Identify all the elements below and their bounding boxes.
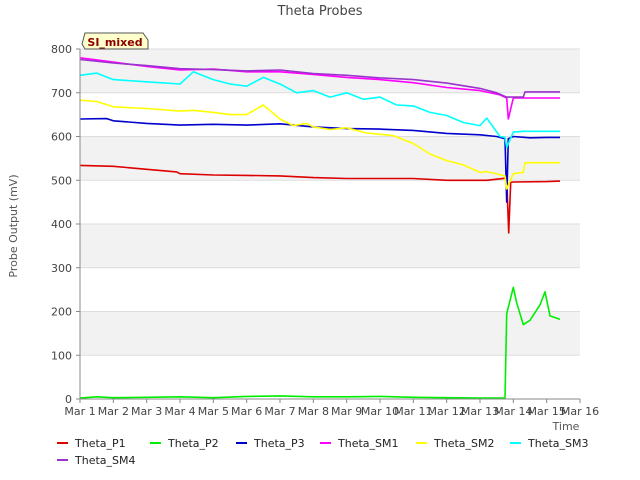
- x-tick-label: Mar 2: [98, 405, 129, 418]
- site-label: SI_mixed: [87, 36, 142, 49]
- x-tick-label: Mar 7: [264, 405, 295, 418]
- legend-label: Theta_P2: [167, 437, 219, 450]
- legend-label: Theta_P3: [253, 437, 305, 450]
- y-tick-label: 600: [51, 131, 72, 144]
- x-tick-label: Mar 1: [64, 405, 95, 418]
- series-line-theta-sm3: [79, 71, 560, 149]
- series-line-theta-sm1: [79, 57, 560, 120]
- x-axis-label: Time: [552, 420, 580, 433]
- y-tick-label: 300: [51, 262, 72, 275]
- x-tick-label: Mar 13: [461, 405, 499, 418]
- x-tick-label: Mar 16: [561, 405, 599, 418]
- plot-band: [80, 267, 580, 312]
- plot-band: [80, 180, 580, 224]
- y-tick-label: 200: [51, 306, 72, 319]
- y-tick-label: 400: [51, 218, 72, 231]
- plot-band: [80, 355, 580, 399]
- legend: Theta_P1 Theta_P2 Theta_P3 Theta_SM1 Theta_S…: [57, 437, 588, 467]
- x-tick-label: Mar 4: [164, 405, 195, 418]
- y-tick-label: 0: [65, 393, 72, 406]
- legend-label: Theta_P1: [74, 437, 126, 450]
- x-tick-label: Mar 15: [528, 405, 566, 418]
- x-tick-label: Mar 12: [428, 405, 466, 418]
- x-tick-label: Mar 10: [361, 405, 399, 418]
- x-tick-label: Mar 14: [494, 405, 532, 418]
- x-tick-label: Mar 5: [198, 405, 229, 418]
- y-tick-label: 700: [51, 87, 72, 100]
- chart-title: Theta Probes: [276, 4, 362, 19]
- series-line-theta-sm4: [79, 58, 560, 98]
- plot-band: [80, 136, 580, 181]
- x-tick-label: Mar 3: [131, 405, 162, 418]
- x-tick-label: Mar 9: [331, 405, 362, 418]
- plot-band: [80, 49, 580, 93]
- legend-label: Theta_SM3: [527, 437, 588, 450]
- legend-label: Theta_SM1: [337, 437, 398, 450]
- y-tick-label: 800: [51, 43, 72, 56]
- y-tick-label: 500: [51, 174, 72, 187]
- x-tick-label: Mar 11: [394, 405, 432, 418]
- series-line-theta-sm2: [79, 99, 560, 190]
- axes: 0 100 200 300 400 500 600 700 800 Mar 1 Mar 2 Mar 3…: [51, 43, 599, 418]
- plot-area: [80, 49, 580, 399]
- series-line-theta-p2: [79, 286, 561, 399]
- legend-label: Theta_SM4: [74, 454, 135, 467]
- legend-label: Theta_SM2: [433, 437, 494, 450]
- x-tick-label: Mar 6: [231, 405, 262, 418]
- series-group: [79, 57, 561, 399]
- y-axis-label: Probe Output (mV): [7, 174, 20, 277]
- plot-band: [80, 311, 580, 356]
- x-tick-label: Mar 8: [298, 405, 329, 418]
- series-line-theta-p1: [79, 164, 561, 234]
- y-tick-label: 100: [51, 349, 72, 362]
- plot-band: [80, 224, 580, 268]
- site-label-box: SI_mixed: [81, 32, 149, 50]
